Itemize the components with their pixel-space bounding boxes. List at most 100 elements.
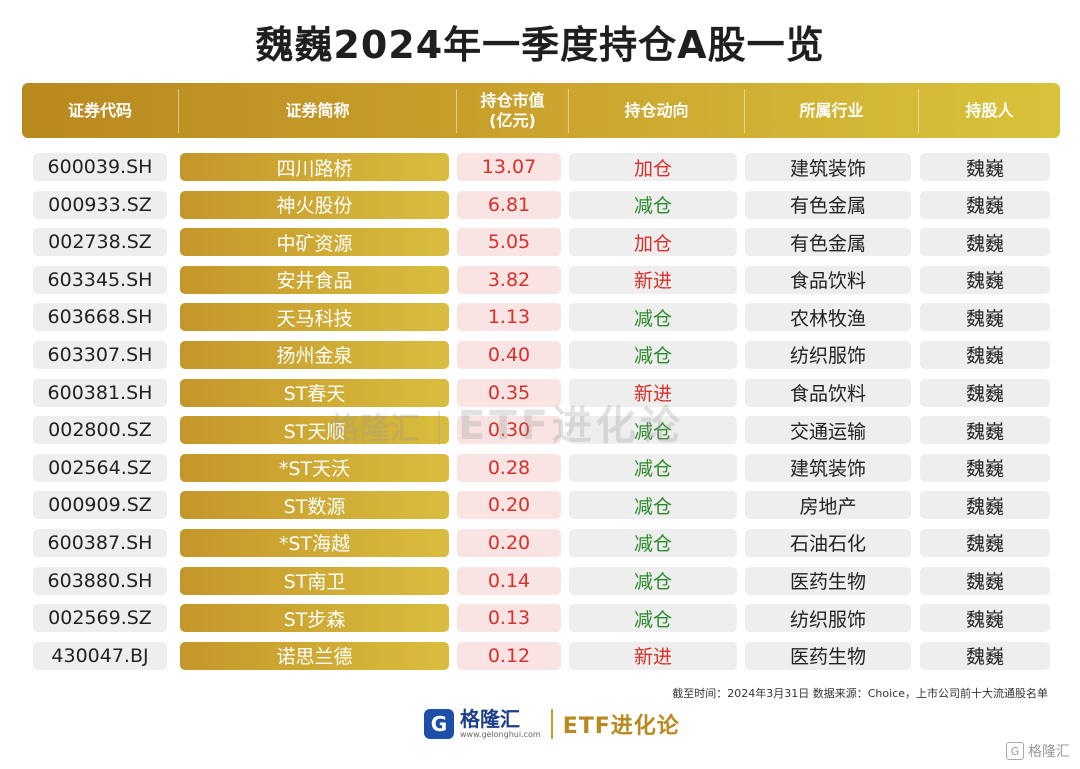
- cell-industry: 有色金属: [745, 190, 911, 219]
- cell-action: 加仓: [569, 228, 737, 257]
- header-action: 持仓动向: [569, 88, 745, 133]
- header-value-line1: 持仓市值: [480, 90, 545, 110]
- cell-name: 扬州金泉: [180, 340, 449, 369]
- cell-holder: 魏巍: [920, 378, 1050, 407]
- cell-industry: 房地产: [745, 491, 911, 520]
- brand-divider: [550, 709, 553, 739]
- corner-logo-icon: G: [1006, 742, 1024, 760]
- cell-code: 000933.SZ: [33, 190, 167, 219]
- cell-action: 减仓: [569, 416, 737, 445]
- cell-code: 002800.SZ: [33, 416, 167, 445]
- cell-value: 0.20: [457, 528, 561, 557]
- cell-name: 中矿资源: [180, 228, 449, 257]
- cell-action: 减仓: [569, 340, 737, 369]
- cell-action: 减仓: [569, 190, 737, 219]
- cell-name: ST春天: [180, 378, 449, 407]
- cell-value: 0.40: [457, 340, 561, 369]
- cell-code: 600039.SH: [33, 153, 167, 181]
- cell-value: 0.35: [457, 378, 561, 407]
- watermark-text: ETF进化论: [458, 403, 684, 449]
- cell-action: 新进: [569, 378, 737, 407]
- brand-url: www.gelonghui.com: [460, 730, 541, 739]
- cell-code: 600387.SH: [33, 528, 167, 557]
- cell-name: ST天顺: [180, 416, 449, 445]
- cell-action: 减仓: [569, 303, 737, 332]
- cell-name: *ST海越: [180, 528, 449, 557]
- cell-industry: 医药生物: [745, 641, 911, 670]
- cell-name: ST数源: [180, 491, 449, 520]
- cell-value: 0.30: [457, 416, 561, 445]
- cell-holder: 魏巍: [920, 190, 1050, 219]
- table-row: 600387.SH *ST海越 0.20 减仓 石油石化 魏巍: [0, 526, 1080, 564]
- cell-code: 600381.SH: [33, 378, 167, 407]
- table-row: 000933.SZ 神火股份 6.81 减仓 有色金属 魏巍: [0, 188, 1080, 226]
- source-footnote: 截至时间：2024年3月31日 数据来源：Choice，上市公司前十大流通股名单: [672, 687, 1048, 700]
- cell-value: 6.81: [457, 190, 561, 219]
- watermark: 格隆汇 ETF进化论: [330, 393, 684, 451]
- cell-industry: 食品饮料: [745, 378, 911, 407]
- cell-value: 0.20: [457, 491, 561, 520]
- holdings-table: 600039.SH 四川路桥 13.07 加仓 建筑装饰 魏巍 000933.SZ 神火股份 6…: [0, 150, 1080, 676]
- cell-holder: 魏巍: [920, 453, 1050, 482]
- header-industry: 所属行业: [745, 88, 919, 133]
- cell-code: 002564.SZ: [33, 453, 167, 482]
- cell-name: 诺思兰德: [180, 641, 449, 670]
- cell-action: 新进: [569, 265, 737, 294]
- cell-value: 3.82: [457, 265, 561, 294]
- cell-code: 430047.BJ: [33, 641, 167, 670]
- table-row: 603880.SH ST南卫 0.14 减仓 医药生物 魏巍: [0, 564, 1080, 602]
- cell-name: 神火股份: [180, 190, 449, 219]
- gelonghui-logo-icon: G: [424, 709, 454, 739]
- cell-code: 000909.SZ: [33, 491, 167, 520]
- cell-action: 减仓: [569, 604, 737, 633]
- cell-industry: 有色金属: [745, 228, 911, 257]
- table-row: 603307.SH 扬州金泉 0.40 减仓 纺织服饰 魏巍: [0, 338, 1080, 376]
- cell-code: 603880.SH: [33, 566, 167, 595]
- cell-code: 603668.SH: [33, 303, 167, 332]
- cell-industry: 建筑装饰: [745, 153, 911, 181]
- cell-holder: 魏巍: [920, 303, 1050, 332]
- cell-name: ST步森: [180, 604, 449, 633]
- watermark-divider: [438, 411, 440, 445]
- cell-holder: 魏巍: [920, 265, 1050, 294]
- header-holder: 持股人: [965, 100, 1014, 120]
- cell-action: 减仓: [569, 453, 737, 482]
- table-row: 002738.SZ 中矿资源 5.05 加仓 有色金属 魏巍: [0, 225, 1080, 263]
- table-header: 证券代码 证券简称 持仓市值 (亿元) 持仓动向 所属行业 持股人: [22, 83, 1060, 138]
- corner-text: 格隆汇: [1028, 744, 1070, 760]
- table-row: 600039.SH 四川路桥 13.07 加仓 建筑装饰 魏巍: [0, 150, 1080, 188]
- cell-code: 002738.SZ: [33, 228, 167, 257]
- brand-etf: ETF进化论: [562, 714, 680, 739]
- cell-industry: 食品饮料: [745, 265, 911, 294]
- cell-action: 新进: [569, 641, 737, 670]
- cell-code: 603345.SH: [33, 265, 167, 294]
- header-code: 证券代码: [22, 88, 179, 133]
- cell-value: 0.28: [457, 453, 561, 482]
- table-row: 600381.SH ST春天 0.35 新进 食品饮料 魏巍: [0, 376, 1080, 414]
- cell-action: 减仓: [569, 491, 737, 520]
- cell-name: 安井食品: [180, 265, 449, 294]
- cell-name: ST南卫: [180, 566, 449, 595]
- corner-watermark: G 格隆汇: [1006, 741, 1070, 761]
- cell-action: 减仓: [569, 528, 737, 557]
- header-value-line2: (亿元): [489, 110, 536, 130]
- cell-value: 0.13: [457, 604, 561, 633]
- cell-value: 0.12: [457, 641, 561, 670]
- table-row: 002569.SZ ST步森 0.13 减仓 纺织服饰 魏巍: [0, 601, 1080, 639]
- cell-value: 0.14: [457, 566, 561, 595]
- cell-holder: 魏巍: [920, 153, 1050, 181]
- table-row: 002564.SZ *ST天沃 0.28 减仓 建筑装饰 魏巍: [0, 451, 1080, 489]
- cell-value: 5.05: [457, 228, 561, 257]
- cell-action: 减仓: [569, 566, 737, 595]
- cell-industry: 石油石化: [745, 528, 911, 557]
- cell-action: 加仓: [569, 153, 737, 181]
- cell-holder: 魏巍: [920, 228, 1050, 257]
- cell-code: 603307.SH: [33, 340, 167, 369]
- table-row: 603668.SH 天马科技 1.13 减仓 农林牧渔 魏巍: [0, 300, 1080, 338]
- cell-industry: 纺织服饰: [745, 604, 911, 633]
- table-row: 000909.SZ ST数源 0.20 减仓 房地产 魏巍: [0, 488, 1080, 526]
- brand-name: 格隆汇: [460, 707, 520, 731]
- cell-industry: 医药生物: [745, 566, 911, 595]
- cell-industry: 交通运输: [745, 416, 911, 445]
- header-value: 持仓市值 (亿元): [457, 88, 569, 133]
